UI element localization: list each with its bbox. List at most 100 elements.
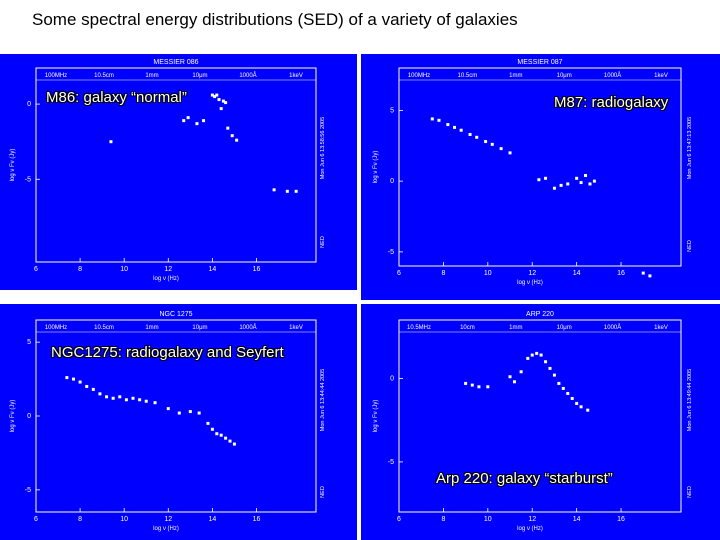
data-point bbox=[552, 186, 556, 190]
date-stamp: Mon Jun 6 13:58:56 2005 bbox=[320, 117, 326, 179]
data-point bbox=[272, 188, 276, 192]
x-tick-label: 12 bbox=[528, 516, 536, 523]
data-point bbox=[226, 126, 230, 130]
ned-stamp: NED bbox=[320, 486, 326, 498]
data-point bbox=[197, 411, 201, 415]
data-point bbox=[575, 176, 579, 180]
y-tick-label: 5 bbox=[27, 339, 31, 346]
top-scale-label: 100MHz bbox=[408, 73, 430, 79]
y-tick-label: 5 bbox=[390, 107, 394, 114]
data-point bbox=[144, 399, 148, 403]
data-point bbox=[213, 95, 217, 99]
top-scale-label: 1mm bbox=[145, 73, 158, 79]
data-point bbox=[446, 123, 450, 127]
data-point bbox=[85, 384, 89, 388]
data-point bbox=[437, 118, 441, 122]
y-axis-label: log ν Fν (Jy) bbox=[10, 149, 16, 182]
data-point bbox=[109, 140, 113, 144]
x-axis-label: log ν (Hz) bbox=[153, 526, 179, 532]
x-tick-label: 16 bbox=[617, 270, 625, 277]
data-point bbox=[570, 396, 574, 400]
x-tick-label: 6 bbox=[34, 516, 38, 523]
data-point bbox=[78, 380, 82, 384]
data-point bbox=[648, 274, 652, 278]
y-tick-label: -5 bbox=[388, 249, 394, 256]
top-scale-label: 10μm bbox=[192, 325, 207, 331]
data-point bbox=[586, 408, 590, 412]
plot-header: MESSIER 086 bbox=[153, 59, 198, 66]
top-scale-label: 100MHz bbox=[45, 325, 67, 331]
y-tick-label: 0 bbox=[27, 101, 31, 108]
top-scale-label: 1mm bbox=[145, 325, 158, 331]
data-point bbox=[210, 427, 214, 431]
data-point bbox=[526, 356, 530, 360]
top-scale-label: 1000Å bbox=[239, 72, 256, 79]
data-point bbox=[544, 176, 548, 180]
top-scale-label: 1000Å bbox=[239, 324, 256, 331]
data-point bbox=[468, 132, 472, 136]
x-axis-label: log ν (Hz) bbox=[153, 276, 179, 282]
ned-stamp: NED bbox=[320, 236, 326, 248]
date-stamp: Mon Jun 6 13:49:44 2005 bbox=[687, 369, 693, 431]
data-point bbox=[548, 366, 552, 370]
x-tick-label: 6 bbox=[34, 266, 38, 273]
plot-header: NGC 1275 bbox=[159, 311, 192, 318]
x-tick-label: 12 bbox=[164, 516, 172, 523]
top-scale-label: 10.5cm bbox=[458, 73, 478, 79]
data-point bbox=[71, 377, 75, 381]
data-point bbox=[459, 128, 463, 132]
x-tick-label: 6 bbox=[397, 516, 401, 523]
data-point bbox=[592, 179, 596, 183]
plot-frame bbox=[398, 319, 682, 513]
data-point bbox=[215, 93, 219, 97]
y-tick-label: -5 bbox=[25, 176, 31, 183]
data-point bbox=[294, 189, 298, 193]
data-point bbox=[177, 411, 181, 415]
data-point bbox=[202, 119, 206, 123]
ned-stamp: NED bbox=[687, 240, 693, 252]
x-tick-label: 8 bbox=[441, 516, 445, 523]
data-point bbox=[98, 392, 102, 396]
data-point bbox=[118, 395, 122, 399]
data-point bbox=[537, 178, 541, 182]
data-point bbox=[486, 385, 490, 389]
x-tick-label: 14 bbox=[573, 270, 581, 277]
ned-stamp: NED bbox=[687, 486, 693, 498]
top-scale-label: 100MHz bbox=[45, 73, 67, 79]
plot-frame bbox=[35, 67, 317, 263]
x-tick-label: 10 bbox=[484, 270, 492, 277]
data-point bbox=[575, 401, 579, 405]
top-scale-label: 10.5cm bbox=[94, 73, 114, 79]
data-point bbox=[224, 101, 228, 105]
data-point bbox=[105, 395, 109, 399]
y-axis-label: log ν Fν (Jy) bbox=[373, 151, 379, 184]
x-axis-label: log ν (Hz) bbox=[517, 280, 543, 286]
top-scale-label: 10μm bbox=[192, 73, 207, 79]
data-point bbox=[230, 134, 234, 138]
panel-label-ngc1275: NGC1275: radiogalaxy and Seyfert bbox=[51, 344, 284, 361]
top-scale-label: 1keV bbox=[654, 73, 668, 79]
sed-panel-arp220: ARP 220 10.5MHz 10cm 1mm 10μm 1000Å 1keV 6 8 10 12… bbox=[361, 304, 720, 540]
data-point bbox=[464, 381, 468, 385]
data-point bbox=[166, 407, 170, 411]
data-point bbox=[65, 376, 69, 380]
top-scale-label: 10.5MHz bbox=[407, 325, 431, 331]
data-point bbox=[186, 116, 190, 120]
y-axis-label: log ν Fν (Jy) bbox=[10, 400, 16, 433]
x-tick-label: 8 bbox=[78, 266, 82, 273]
data-point bbox=[470, 383, 474, 387]
data-point bbox=[579, 181, 583, 185]
data-point bbox=[579, 405, 583, 409]
data-point bbox=[195, 122, 199, 126]
data-point bbox=[232, 442, 236, 446]
x-tick-label: 6 bbox=[397, 270, 401, 277]
data-point bbox=[544, 360, 548, 364]
data-point bbox=[512, 380, 516, 384]
data-point bbox=[228, 439, 232, 443]
data-point bbox=[561, 386, 565, 390]
data-point bbox=[215, 432, 219, 436]
data-point bbox=[475, 135, 479, 139]
data-point bbox=[221, 99, 225, 103]
y-axis-label: log ν Fν (Jy) bbox=[373, 400, 379, 433]
data-point bbox=[182, 119, 186, 123]
